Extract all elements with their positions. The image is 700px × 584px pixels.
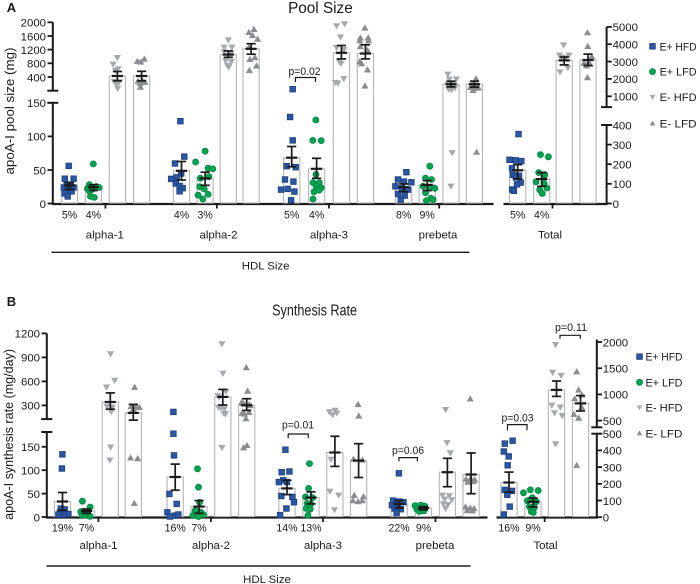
svg-text:150: 150 — [27, 98, 46, 110]
svg-text:Synthesis Rate: Synthesis Rate — [272, 303, 357, 320]
svg-text:E- HFD: E- HFD — [660, 92, 697, 104]
svg-text:HDL Size: HDL Size — [243, 574, 291, 584]
svg-text:Pool Size: Pool Size — [288, 0, 353, 17]
svg-text:0: 0 — [603, 513, 609, 525]
svg-text:22%: 22% — [388, 522, 410, 534]
svg-text:4%: 4% — [534, 210, 550, 222]
svg-text:13%: 13% — [300, 522, 322, 534]
svg-text:E+ HFD: E+ HFD — [660, 41, 697, 53]
svg-text:4000: 4000 — [613, 40, 638, 52]
svg-text:5%: 5% — [284, 210, 300, 222]
svg-text:alpha-1: alpha-1 — [80, 540, 118, 552]
svg-text:1200: 1200 — [21, 45, 46, 57]
svg-text:900: 900 — [21, 353, 40, 365]
svg-text:alpha-2: alpha-2 — [200, 230, 238, 242]
svg-text:p=0.06: p=0.06 — [392, 445, 424, 457]
svg-text:1200: 1200 — [15, 329, 40, 341]
svg-text:E- HFD: E- HFD — [646, 403, 683, 415]
svg-text:4%: 4% — [86, 210, 102, 222]
svg-text:p=0.03: p=0.03 — [502, 413, 534, 425]
svg-text:apoA-I synthesis rate (mg/day): apoA-I synthesis rate (mg/day) — [1, 349, 16, 520]
svg-text:4%: 4% — [309, 210, 325, 222]
svg-text:50: 50 — [27, 489, 40, 501]
svg-text:prebeta: prebeta — [419, 230, 458, 242]
svg-text:300: 300 — [21, 401, 40, 413]
svg-text:800: 800 — [27, 59, 46, 71]
svg-text:9%: 9% — [416, 522, 432, 534]
svg-text:4%: 4% — [174, 210, 190, 222]
svg-text:8%: 8% — [396, 210, 412, 222]
svg-text:2000: 2000 — [21, 18, 46, 30]
svg-text:100: 100 — [27, 132, 46, 144]
svg-text:p=0.02: p=0.02 — [289, 66, 321, 78]
svg-text:HDL Size: HDL Size — [242, 261, 290, 273]
svg-text:100: 100 — [21, 466, 40, 478]
svg-text:9%: 9% — [420, 210, 436, 222]
svg-text:alpha-1: alpha-1 — [86, 230, 124, 242]
svg-text:100: 100 — [603, 496, 622, 508]
svg-text:p=0.11: p=0.11 — [555, 322, 587, 334]
svg-text:16%: 16% — [165, 522, 187, 534]
svg-text:0: 0 — [40, 199, 46, 211]
svg-text:apoA-I pool size (mg): apoA-I pool size (mg) — [2, 47, 17, 174]
svg-text:16%: 16% — [498, 522, 520, 534]
svg-text:p=0.01: p=0.01 — [282, 420, 314, 432]
svg-text:1600: 1600 — [21, 31, 46, 43]
svg-text:alpha-2: alpha-2 — [192, 540, 230, 552]
svg-text:300: 300 — [603, 462, 622, 474]
svg-text:300: 300 — [613, 140, 632, 152]
svg-text:50: 50 — [33, 165, 46, 177]
svg-text:E- LFD: E- LFD — [660, 119, 697, 131]
svg-text:5%: 5% — [62, 210, 78, 222]
svg-text:3%: 3% — [197, 210, 213, 222]
svg-text:400: 400 — [613, 120, 632, 132]
svg-text:150: 150 — [21, 442, 40, 454]
svg-text:7%: 7% — [191, 522, 207, 534]
svg-text:9%: 9% — [525, 522, 541, 534]
svg-text:400: 400 — [27, 72, 46, 84]
svg-text:E+ LFD: E+ LFD — [660, 67, 697, 79]
svg-text:200: 200 — [613, 160, 632, 172]
svg-text:5000: 5000 — [613, 22, 638, 34]
svg-text:500: 500 — [603, 429, 622, 441]
svg-text:3000: 3000 — [613, 57, 638, 69]
svg-text:100: 100 — [613, 179, 632, 191]
svg-text:prebeta: prebeta — [416, 540, 455, 552]
svg-text:600: 600 — [21, 377, 40, 389]
svg-text:E+ HFD: E+ HFD — [646, 352, 683, 364]
svg-text:2000: 2000 — [613, 74, 638, 86]
svg-text:alpha-3: alpha-3 — [304, 540, 342, 552]
svg-text:19%: 19% — [52, 522, 74, 534]
svg-text:14%: 14% — [276, 522, 298, 534]
svg-text:Total: Total — [538, 230, 562, 242]
svg-text:7%: 7% — [79, 522, 95, 534]
svg-text:0: 0 — [34, 512, 40, 524]
svg-text:A: A — [7, 0, 17, 15]
svg-text:5%: 5% — [510, 210, 526, 222]
svg-text:0: 0 — [613, 199, 619, 211]
svg-text:400: 400 — [603, 446, 622, 458]
svg-text:alpha-3: alpha-3 — [310, 230, 348, 242]
svg-text:1000: 1000 — [603, 390, 628, 402]
svg-text:1000: 1000 — [613, 92, 638, 104]
svg-text:E+ LFD: E+ LFD — [646, 377, 683, 389]
svg-text:Total: Total — [533, 540, 557, 552]
svg-text:200: 200 — [603, 479, 622, 491]
svg-text:2000: 2000 — [603, 337, 628, 349]
svg-text:E- LFD: E- LFD — [646, 428, 683, 440]
svg-text:500: 500 — [603, 416, 622, 428]
svg-text:B: B — [7, 294, 16, 309]
svg-text:1500: 1500 — [603, 364, 628, 376]
